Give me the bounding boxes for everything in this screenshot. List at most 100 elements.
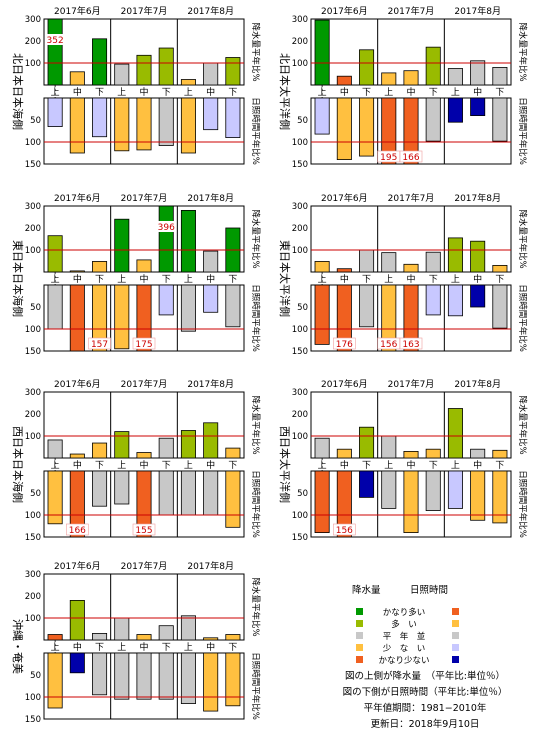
dekad-label: 下 (95, 88, 104, 98)
dekad-label: 下 (228, 461, 237, 471)
sunshine-tick-label: 50 (30, 303, 41, 313)
dekad-label: 下 (95, 275, 104, 285)
month-label: 2017年7月 (121, 560, 168, 572)
region-label: 西日本太平洋側 (278, 426, 292, 503)
precip-bar (92, 261, 108, 273)
precip-bar (69, 600, 85, 641)
sunshine-bar (403, 97, 419, 165)
precip-bar (136, 259, 152, 273)
note-sunshine: 図の下側が日照時間（平年比:単位％） (342, 687, 508, 698)
dekad-label: 中 (406, 273, 415, 285)
dekad-label: 上 (117, 460, 126, 471)
dekad-label: 下 (362, 88, 371, 98)
dekad-label: 中 (73, 459, 82, 471)
dekad-label: 上 (117, 87, 126, 98)
dekad-label: 中 (406, 459, 415, 471)
legend-precip-swatch (356, 608, 363, 615)
month-label: 2017年6月 (321, 192, 368, 204)
month-label: 2017年7月 (388, 378, 435, 390)
sunshine-bar (425, 284, 441, 316)
precip-tick-label: 200 (292, 224, 308, 234)
precip-axis-label: 降水量平年比% (517, 22, 528, 81)
sunshine-bar (336, 97, 352, 160)
dekad-label: 中 (206, 273, 215, 285)
legend-row: かなり多い (340, 606, 540, 618)
sunshine-bar (92, 284, 108, 352)
sunshine-tick-label: 100 (25, 138, 41, 148)
data-label-bg (88, 337, 111, 350)
legend-label: かなり少ない (378, 656, 430, 666)
sunshine-bar (180, 652, 196, 704)
month-label: 2017年6月 (54, 192, 101, 204)
precip-bar (203, 637, 219, 641)
precip-bar (114, 63, 130, 86)
sunshine-bar (47, 97, 63, 128)
precip-bar (447, 408, 463, 459)
precip-tick-label: 100 (292, 432, 308, 442)
sunshine-data-label: 166 (402, 153, 419, 163)
sunshine-bar (492, 470, 508, 524)
precip-bar (203, 422, 219, 459)
precip-bar (381, 435, 397, 459)
region-label: 東日本日本海側 (11, 240, 25, 317)
data-label-bg (132, 523, 156, 536)
sunshine-tick-label: 100 (25, 511, 41, 521)
precip-bar (470, 240, 486, 273)
sunshine-axis-label: 日照時間平年比% (517, 284, 528, 352)
sunshine-bar (425, 470, 441, 511)
sunshine-axis-label: 日照時間平年比% (517, 97, 528, 165)
legend-sun-swatch (452, 620, 459, 627)
sunshine-bar (492, 97, 508, 142)
sunshine-bar (359, 470, 375, 498)
dekad-label: 上 (184, 87, 193, 98)
precip-data-label: 352 (47, 36, 64, 46)
precip-bar (47, 235, 63, 273)
sunshine-data-label: 166 (69, 526, 86, 536)
sunshine-bar (447, 97, 463, 123)
precip-bar (225, 57, 241, 86)
dekad-label: 中 (139, 86, 148, 98)
sunshine-bar (180, 470, 196, 516)
precip-bar (47, 634, 63, 641)
dekad-label: 上 (51, 460, 60, 471)
month-label: 2017年8月 (454, 378, 501, 390)
precip-data-label: 396 (158, 223, 175, 233)
panel-4: 2017年6月 2017年7月 2017年8月 100 200 300 上 中 下 上 中 下 上 中 下 1… (278, 192, 528, 357)
dekad-label: 下 (228, 275, 237, 285)
precip-bar (403, 263, 419, 273)
sunshine-tick-label: 50 (297, 116, 308, 126)
legend-sun-swatch (452, 644, 459, 651)
sunshine-bar (492, 284, 508, 329)
sunshine-bar (180, 284, 196, 332)
sunshine-bar (203, 284, 219, 313)
legend-label: 多 い (391, 620, 417, 630)
dekad-label: 下 (95, 461, 104, 471)
precip-tick-label: 100 (292, 59, 308, 69)
sunshine-bar (447, 470, 463, 509)
precip-bar (447, 237, 463, 273)
precip-tick-label: 300 (292, 202, 308, 212)
precip-tick-label: 200 (25, 410, 41, 420)
dekad-label: 中 (139, 641, 148, 653)
precip-bar (114, 617, 130, 641)
dekad-label: 下 (162, 643, 171, 653)
month-label: 2017年7月 (388, 192, 435, 204)
panel-6: 2017年6月 2017年7月 2017年8月 100 200 300 上 中 下 上 中 下 上 中 下 1… (278, 378, 528, 543)
precip-bar (158, 205, 174, 273)
precip-bar (425, 448, 441, 459)
precip-bar (92, 38, 108, 86)
precip-bar (492, 449, 508, 459)
precip-tick-label: 300 (25, 202, 41, 212)
sunshine-data-label: 155 (135, 526, 152, 536)
dekad-label: 下 (495, 275, 504, 285)
sunshine-tick-label: 50 (297, 303, 308, 313)
sunshine-bar (225, 97, 241, 138)
dekad-label: 上 (117, 274, 126, 285)
sunshine-bar (470, 284, 486, 308)
sunshine-bar (225, 284, 241, 328)
dekad-label: 下 (228, 643, 237, 653)
dekad-label: 下 (429, 275, 438, 285)
sunshine-bar (359, 97, 375, 157)
sunshine-bar (92, 652, 108, 696)
sunshine-data-label: 157 (91, 340, 108, 350)
